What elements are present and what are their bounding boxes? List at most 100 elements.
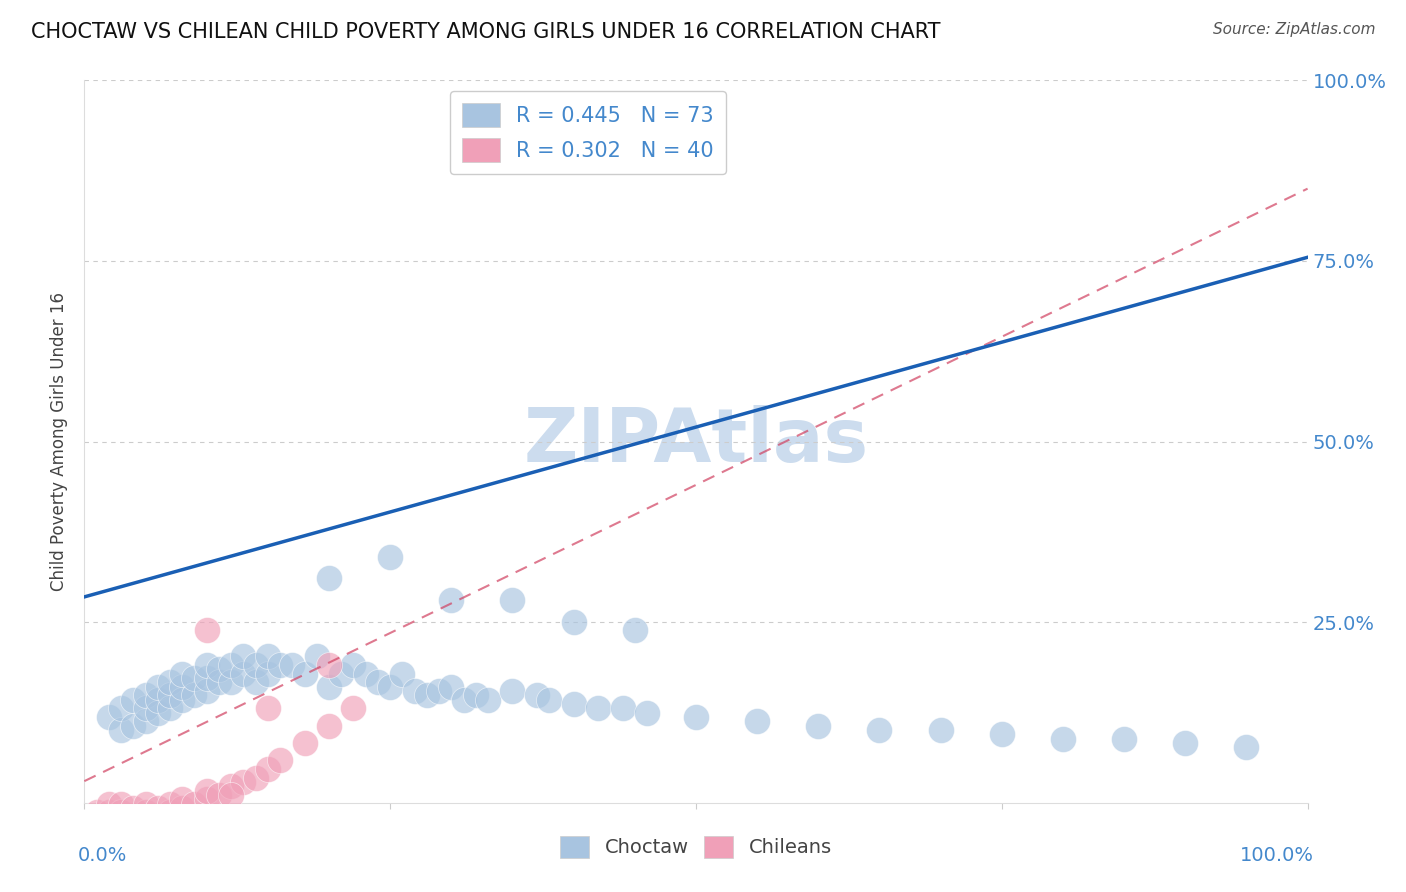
Point: [86, 767, 108, 781]
Point: [562, 572, 585, 586]
Point: [269, 507, 291, 521]
Point: [135, 600, 157, 615]
Point: [159, 752, 181, 766]
Point: [122, 565, 145, 579]
Point: [636, 586, 658, 600]
Point: [97, 781, 120, 796]
Point: [146, 745, 169, 759]
Point: [195, 528, 218, 542]
Point: [219, 709, 242, 723]
Point: [1174, 637, 1197, 651]
Point: [159, 535, 181, 549]
Legend: Choctaw, Chileans: Choctaw, Chileans: [553, 829, 839, 865]
Point: [257, 579, 280, 593]
Point: [245, 535, 267, 549]
Text: CHOCTAW VS CHILEAN CHILD POVERTY AMONG GIRLS UNDER 16 CORRELATION CHART: CHOCTAW VS CHILEAN CHILD POVERTY AMONG G…: [31, 22, 941, 42]
Point: [172, 521, 194, 535]
Point: [219, 507, 242, 521]
Point: [440, 398, 463, 412]
Point: [135, 738, 157, 752]
Point: [232, 521, 254, 535]
Point: [318, 542, 340, 557]
Point: [538, 565, 561, 579]
Point: [502, 398, 524, 412]
Point: [172, 565, 194, 579]
Point: [172, 745, 194, 759]
Text: 100.0%: 100.0%: [1240, 847, 1313, 865]
Point: [747, 600, 769, 615]
Point: [257, 492, 280, 507]
Point: [318, 362, 340, 376]
Point: [294, 637, 316, 651]
Point: [122, 760, 145, 774]
Point: [110, 752, 132, 766]
Point: [208, 723, 231, 738]
Point: [245, 507, 267, 521]
Point: [110, 738, 132, 752]
Point: [135, 767, 157, 781]
Point: [195, 449, 218, 463]
Point: [172, 760, 194, 774]
Point: [135, 579, 157, 593]
Point: [929, 615, 952, 630]
Point: [208, 535, 231, 549]
Point: [232, 492, 254, 507]
Point: [526, 558, 548, 572]
Point: [172, 731, 194, 745]
Point: [991, 623, 1014, 637]
Point: [146, 586, 169, 600]
Text: ZIPAtlas: ZIPAtlas: [523, 405, 869, 478]
Point: [464, 558, 486, 572]
Point: [208, 514, 231, 528]
Point: [97, 593, 120, 607]
Point: [612, 579, 634, 593]
Point: [122, 774, 145, 789]
Point: [97, 752, 120, 766]
Point: [110, 781, 132, 796]
Point: [624, 449, 647, 463]
Point: [97, 767, 120, 781]
Point: [257, 680, 280, 694]
Point: [318, 507, 340, 521]
Point: [135, 558, 157, 572]
Point: [195, 716, 218, 731]
Point: [807, 607, 830, 622]
Point: [869, 615, 891, 630]
Point: [562, 434, 585, 449]
Point: [354, 521, 377, 535]
Point: [1114, 630, 1136, 644]
Point: [159, 738, 181, 752]
Point: [195, 731, 218, 745]
Point: [281, 507, 304, 521]
Point: [146, 542, 169, 557]
Point: [122, 607, 145, 622]
Point: [416, 558, 439, 572]
Point: [330, 521, 353, 535]
Point: [245, 695, 267, 709]
Point: [380, 542, 402, 557]
Point: [110, 615, 132, 630]
Point: [97, 738, 120, 752]
Point: [172, 542, 194, 557]
Point: [685, 593, 707, 607]
Point: [342, 507, 364, 521]
Point: [453, 565, 475, 579]
Point: [440, 542, 463, 557]
Point: [342, 579, 364, 593]
Point: [502, 550, 524, 565]
Point: [159, 579, 181, 593]
Text: 0.0%: 0.0%: [79, 847, 128, 865]
Point: [367, 535, 389, 549]
Point: [195, 507, 218, 521]
Point: [146, 760, 169, 774]
Point: [110, 767, 132, 781]
Point: [86, 781, 108, 796]
Point: [195, 550, 218, 565]
Point: [318, 607, 340, 622]
Point: [305, 492, 328, 507]
Point: [183, 528, 205, 542]
Point: [232, 702, 254, 716]
Point: [427, 550, 450, 565]
Point: [86, 752, 108, 766]
Point: [146, 565, 169, 579]
